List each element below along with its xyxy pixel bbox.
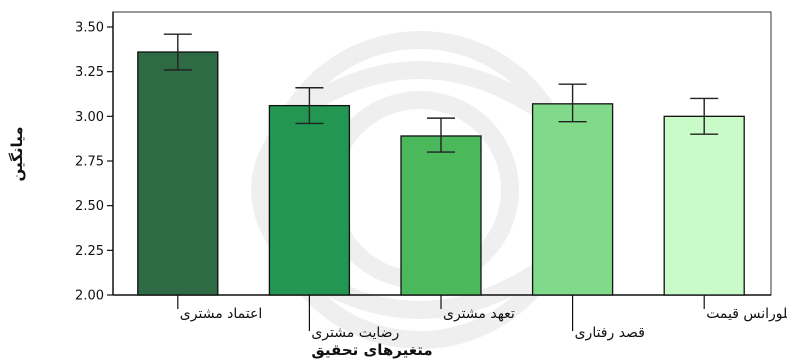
x-category-label: اعتماد مشتری <box>180 306 262 322</box>
y-tick-label: 2.25 <box>75 244 104 259</box>
y-axis-ticks: 2.00 2.25 2.50 2.75 3.00 3.25 3.50 <box>75 21 113 304</box>
bar <box>531 103 614 296</box>
x-category-label: قصد رفتاری <box>575 325 645 341</box>
bar <box>137 51 219 296</box>
y-tick-label: 2.50 <box>75 199 104 214</box>
error-bars-group <box>163 33 719 153</box>
bar <box>268 104 351 296</box>
y-tick-label: 3.00 <box>75 110 104 125</box>
y-tick-label: 3.25 <box>75 65 104 80</box>
x-category-label: رضایت مشتری <box>311 325 399 341</box>
bars-group <box>137 51 745 296</box>
x-category-label: تعهد مشتری <box>443 306 515 322</box>
y-tick-label: 2.00 <box>75 289 104 304</box>
x-axis-ticks: اعتماد مشتری رضایت مشتری تعهد مشتری قصد رفت… <box>177 295 787 341</box>
bar <box>400 135 482 296</box>
y-tick-label: 3.50 <box>75 21 104 36</box>
y-axis-title: میانگین <box>8 126 26 181</box>
y-tick-label: 2.75 <box>75 155 104 170</box>
x-category-label: تلورانس قیمت <box>706 306 787 322</box>
bar <box>663 115 745 296</box>
x-axis-title: متغیرهای تحقیق <box>311 341 432 359</box>
